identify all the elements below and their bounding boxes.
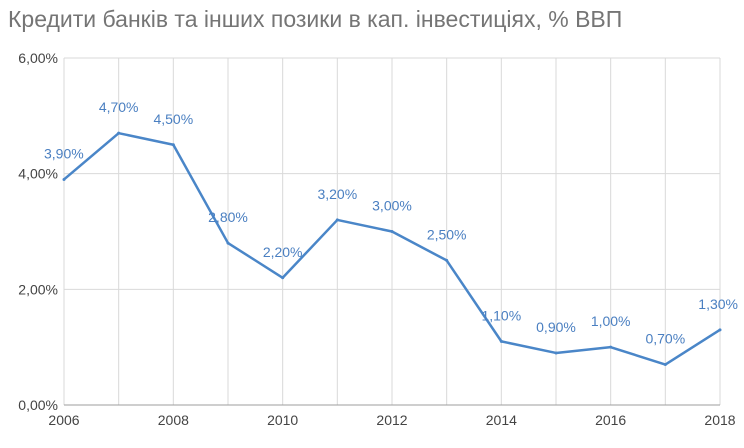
data-point [281, 276, 285, 280]
x-tick-label: 2006 [48, 412, 79, 428]
data-label: 4,70% [99, 99, 139, 115]
data-label: 2,50% [427, 226, 467, 242]
data-point [499, 339, 503, 343]
data-label: 3,90% [44, 145, 84, 161]
data-point [663, 363, 667, 367]
data-label: 4,50% [153, 111, 193, 127]
data-point [62, 177, 66, 181]
x-tick-label: 2012 [376, 412, 407, 428]
data-label: 0,70% [645, 331, 685, 347]
x-tick-label: 2018 [704, 412, 735, 428]
y-tick-label: 6,00% [18, 50, 58, 66]
data-point [390, 230, 394, 233]
data-point [445, 258, 449, 262]
data-point [171, 143, 175, 147]
data-point [335, 218, 339, 222]
y-tick-label: 2,00% [18, 281, 58, 297]
data-label: 2,20% [263, 244, 303, 260]
data-label: 3,20% [317, 186, 357, 202]
chart-title: Кредити банків та інших позики в кап. ін… [8, 6, 623, 32]
y-tick-label: 4,00% [18, 166, 58, 182]
data-label: 1,10% [481, 307, 521, 323]
data-label: 1,00% [591, 313, 631, 329]
data-point [554, 351, 558, 355]
x-tick-label: 2008 [158, 412, 189, 428]
x-tick-label: 2014 [486, 412, 517, 428]
y-tick-label: 0,00% [18, 397, 58, 413]
data-label: 0,90% [536, 319, 576, 335]
x-tick-label: 2016 [595, 412, 626, 428]
data-label: 3,00% [372, 198, 412, 214]
x-tick-label: 2010 [267, 412, 298, 428]
data-point [117, 131, 121, 135]
data-label: 2,80% [208, 209, 248, 225]
data-point [718, 328, 722, 332]
data-label: 1,30% [698, 296, 738, 312]
data-point [226, 241, 230, 245]
data-point [609, 345, 613, 349]
